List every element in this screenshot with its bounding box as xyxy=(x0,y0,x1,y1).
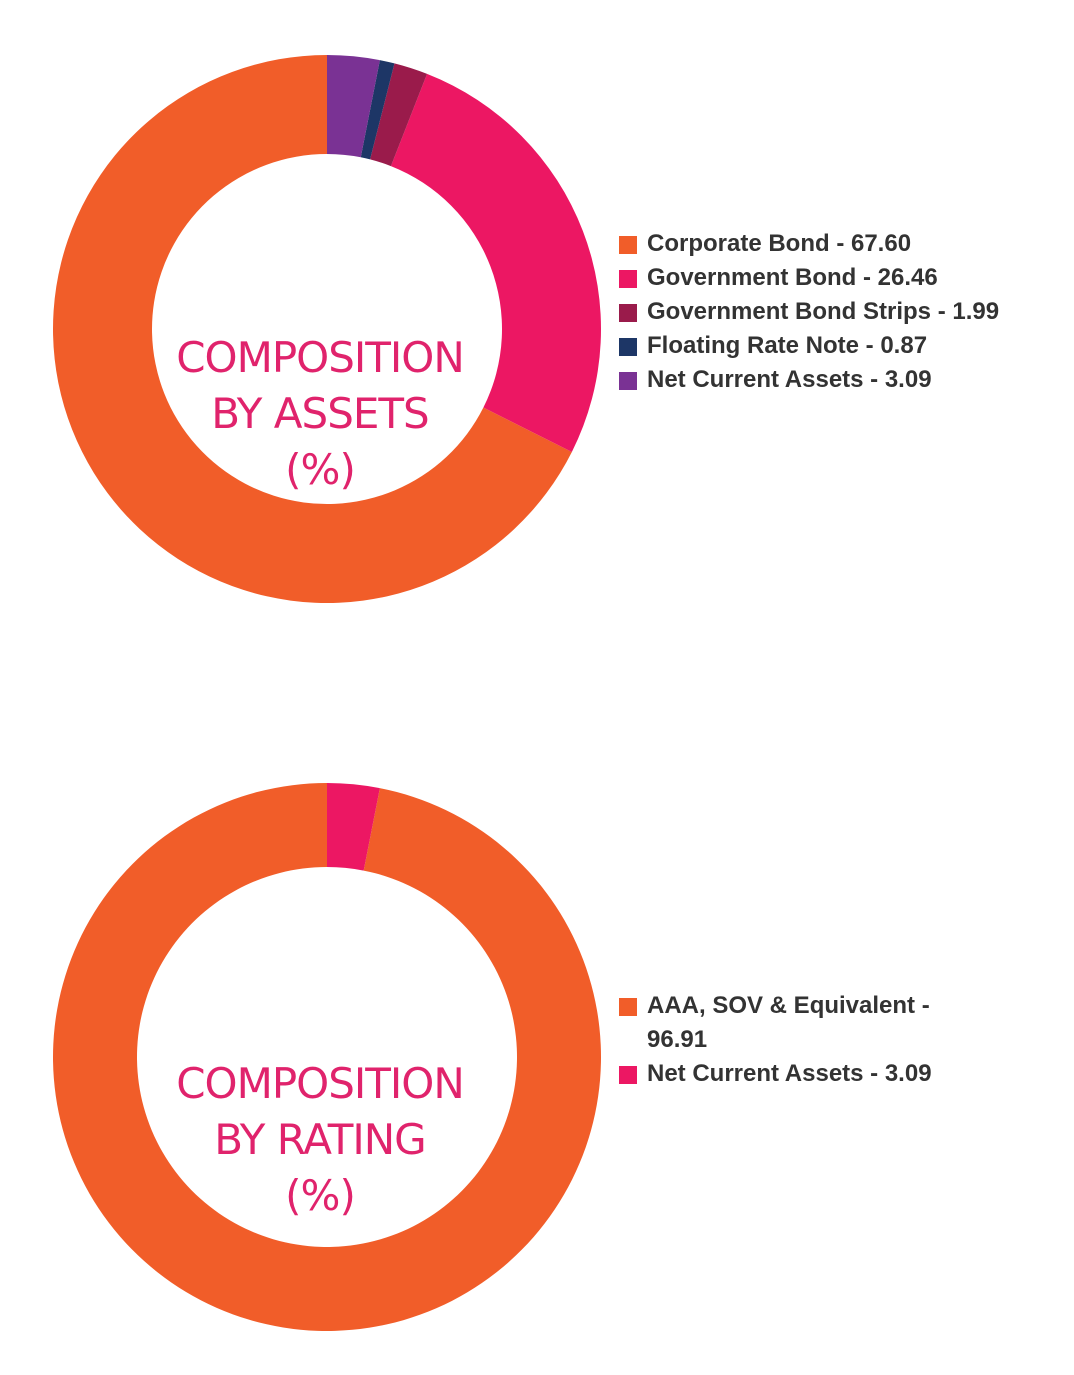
legend-swatch xyxy=(619,270,637,288)
chart-title-line-2: BY ASSETS xyxy=(211,389,429,438)
legend-item: Net Current Assets - 3.09 xyxy=(619,1057,992,1091)
legend-label: Floating Rate Note - 0.87 xyxy=(647,332,928,359)
chart-composition-by-assets: COMPOSITION BY ASSETS (%) Corporate Bond… xyxy=(0,0,1074,680)
donut-slice-floating-rate-note xyxy=(360,60,395,160)
donut-slice-aaa-sov-equivalent xyxy=(53,783,602,1331)
legend-label: AAA, SOV & Equivalent - 96.91 xyxy=(647,992,930,1053)
legend-swatch xyxy=(619,304,637,322)
legend-item: Government Bond - 26.46 xyxy=(619,261,999,295)
donut-slice-government-bond xyxy=(390,73,602,452)
donut-slice-net-current-assets xyxy=(327,783,380,871)
legend-swatch xyxy=(619,998,637,1016)
donut-slice-government-bond-strips xyxy=(370,63,428,167)
legend: Corporate Bond - 67.60 Government Bond -… xyxy=(619,227,999,397)
donut-chart-rating xyxy=(53,783,602,1331)
legend-label: Government Bond - 26.46 xyxy=(647,264,938,291)
chart-title: COMPOSITION BY ASSETS (%) xyxy=(150,330,490,498)
chart-title-line-1: COMPOSITION xyxy=(176,1059,465,1108)
legend-label: Corporate Bond - 67.60 xyxy=(647,230,912,257)
donut-slice-corporate-bond xyxy=(53,55,572,603)
legend-swatch xyxy=(619,236,637,254)
donut-slice-net-current-assets xyxy=(327,55,380,158)
legend-label: Government Bond Strips - 1.99 xyxy=(647,298,1000,325)
legend-item: Government Bond Strips - 1.99 xyxy=(619,295,999,329)
legend-swatch xyxy=(619,372,637,390)
legend-swatch xyxy=(619,1066,637,1084)
legend-label: Net Current Assets - 3.09 xyxy=(647,366,932,393)
chart-title-line-3: (%) xyxy=(285,445,356,494)
legend-item: AAA, SOV & Equivalent - 96.91 xyxy=(619,989,992,1057)
legend-swatch xyxy=(619,338,637,356)
chart-title: COMPOSITION BY RATING (%) xyxy=(150,1056,490,1224)
chart-title-line-1: COMPOSITION xyxy=(176,333,465,382)
chart-title-line-3: (%) xyxy=(285,1171,356,1220)
donut-chart-assets xyxy=(53,55,602,603)
legend-label: Net Current Assets - 3.09 xyxy=(647,1060,932,1087)
legend: AAA, SOV & Equivalent - 96.91 Net Curren… xyxy=(619,989,992,1091)
chart-title-line-2: BY RATING xyxy=(214,1115,426,1164)
legend-item: Corporate Bond - 67.60 xyxy=(619,227,999,261)
chart-composition-by-rating: COMPOSITION BY RATING (%) AAA, SOV & Equ… xyxy=(0,720,1074,1375)
legend-item: Net Current Assets - 3.09 xyxy=(619,363,999,397)
legend-item: Floating Rate Note - 0.87 xyxy=(619,329,999,363)
